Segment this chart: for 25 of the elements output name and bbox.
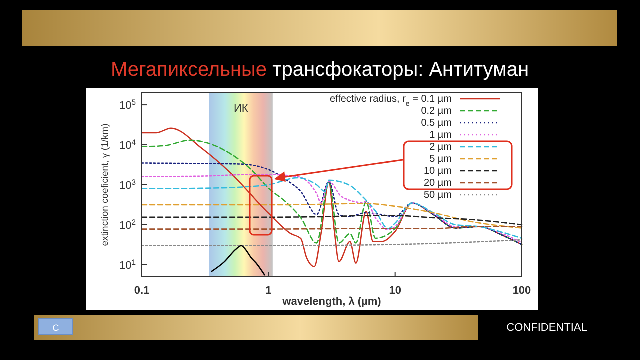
legend-label: 1 µm xyxy=(430,130,452,141)
legend-label: 50 µm xyxy=(424,190,452,201)
x-tick-label: 0.1 xyxy=(134,285,150,297)
x-tick-label: 10 xyxy=(389,285,402,297)
legend-label: 5 µm xyxy=(430,154,452,165)
band-label: ИК xyxy=(234,103,249,115)
y-axis-title: extinction coeficient, γ (1/km) xyxy=(100,124,111,246)
legend-label: 20 µm xyxy=(424,178,452,189)
x-tick-label: 1 xyxy=(266,285,272,297)
chart-title: Мегапиксельные трансфокаторы: Антитуман xyxy=(111,59,529,81)
y-tick-label: 10$^{1}$ xyxy=(119,257,136,272)
legend-label: 0.5 µm xyxy=(421,118,452,129)
x-axis-title: wavelength, λ (µm) xyxy=(282,296,382,308)
legend-label: 10 µm xyxy=(424,166,452,177)
y-tick-label: 10$^{2}$ xyxy=(119,217,136,232)
y-tick-label: 10$^{3}$ xyxy=(119,178,136,192)
y-tick-label: 10$^{5}$ xyxy=(119,98,136,112)
text: C xyxy=(52,323,60,333)
legend-label: 0.1 µm xyxy=(421,94,452,105)
legend-label: 0.2 µm xyxy=(421,106,452,117)
legend-label: 2 µm xyxy=(430,142,452,153)
text: CONFIDENTIAL xyxy=(506,322,588,334)
y-tick-label: 10$^{4}$ xyxy=(119,138,137,152)
legend-title: effective radius, r$_{e}$ = xyxy=(330,94,419,108)
x-tick-label: 100 xyxy=(512,285,532,297)
